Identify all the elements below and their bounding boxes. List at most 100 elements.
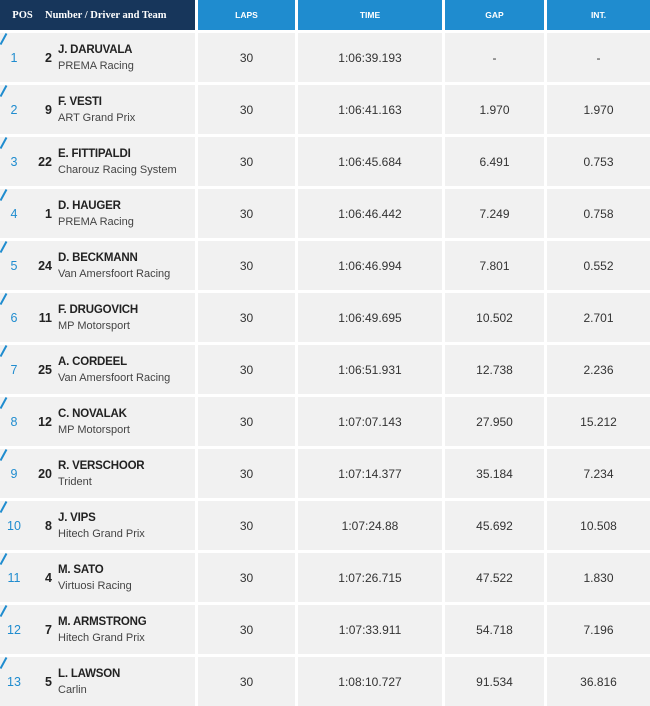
laps-value: 30 bbox=[198, 397, 295, 446]
table-row[interactable]: 13 5 L. LAWSON Carlin 30 1:08:10.727 91.… bbox=[0, 657, 650, 706]
table-row[interactable]: 3 22 E. FITTIPALDI Charouz Racing System… bbox=[0, 137, 650, 186]
row-marker-icon bbox=[0, 553, 8, 565]
header-int[interactable]: INT. bbox=[547, 0, 650, 30]
row-marker-icon bbox=[0, 605, 8, 617]
time-value: 1:06:51.931 bbox=[298, 345, 442, 394]
table-row[interactable]: 10 8 J. VIPS Hitech Grand Prix 30 1:07:2… bbox=[0, 501, 650, 550]
header-laps[interactable]: LAPS bbox=[198, 0, 295, 30]
time-value: 1:06:45.684 bbox=[298, 137, 442, 186]
car-number: 20 bbox=[38, 466, 52, 481]
car-number: 1 bbox=[45, 206, 52, 221]
time-value: 1:07:24.88 bbox=[298, 501, 442, 550]
team-name: Hitech Grand Prix bbox=[58, 527, 145, 540]
driver-cell: 6 11 F. DRUGOVICH MP Motorsport bbox=[0, 293, 195, 342]
table-row[interactable]: 2 9 F. VESTI ART Grand Prix 30 1:06:41.1… bbox=[0, 85, 650, 134]
driver-cell: 13 5 L. LAWSON Carlin bbox=[0, 657, 195, 706]
car-number: 9 bbox=[45, 102, 52, 117]
driver-cell: 7 25 A. CORDEEL Van Amersfoort Racing bbox=[0, 345, 195, 394]
header-driver-team: Number / Driver and Team bbox=[45, 9, 167, 21]
int-value: 2.236 bbox=[547, 345, 650, 394]
team-name: Hitech Grand Prix bbox=[58, 631, 145, 644]
laps-value: 30 bbox=[198, 501, 295, 550]
row-marker-icon bbox=[0, 33, 8, 45]
driver-name[interactable]: J. DARUVALA bbox=[58, 43, 133, 56]
position: 7 bbox=[10, 362, 18, 377]
driver-name[interactable]: E. FITTIPALDI bbox=[58, 147, 131, 160]
driver-name[interactable]: F. DRUGOVICH bbox=[58, 303, 139, 316]
car-number: 8 bbox=[45, 518, 52, 533]
position: 5 bbox=[10, 258, 18, 273]
driver-info: F. VESTI ART Grand Prix bbox=[58, 94, 135, 126]
car-number: 4 bbox=[45, 570, 52, 585]
laps-value: 30 bbox=[198, 657, 295, 706]
laps-value: 30 bbox=[198, 33, 295, 82]
driver-name[interactable]: J. VIPS bbox=[58, 511, 96, 524]
int-value: 2.701 bbox=[547, 293, 650, 342]
position: 1 bbox=[10, 50, 18, 65]
time-value: 1:06:39.193 bbox=[298, 33, 442, 82]
table-row[interactable]: 9 20 R. VERSCHOOR Trident 30 1:07:14.377… bbox=[0, 449, 650, 498]
driver-cell: 10 8 J. VIPS Hitech Grand Prix bbox=[0, 501, 195, 550]
header-time[interactable]: TIME bbox=[298, 0, 442, 30]
time-value: 1:06:41.163 bbox=[298, 85, 442, 134]
int-value: 0.753 bbox=[547, 137, 650, 186]
team-name: Trident bbox=[58, 475, 92, 488]
time-value: 1:07:26.715 bbox=[298, 553, 442, 602]
row-marker-icon bbox=[0, 85, 8, 97]
gap-value: 54.718 bbox=[445, 605, 544, 654]
gap-value: 91.534 bbox=[445, 657, 544, 706]
table-row[interactable]: 11 4 M. SATO Virtuosi Racing 30 1:07:26.… bbox=[0, 553, 650, 602]
row-marker-icon bbox=[0, 189, 8, 201]
gap-value: 12.738 bbox=[445, 345, 544, 394]
driver-cell: 8 12 C. NOVALAK MP Motorsport bbox=[0, 397, 195, 446]
driver-name[interactable]: R. VERSCHOOR bbox=[58, 459, 145, 472]
table-header: POS Number / Driver and Team LAPS TIME G… bbox=[0, 0, 650, 30]
table-row[interactable]: 8 12 C. NOVALAK MP Motorsport 30 1:07:07… bbox=[0, 397, 650, 446]
laps-value: 30 bbox=[198, 241, 295, 290]
driver-info: D. HAUGER PREMA Racing bbox=[58, 198, 134, 230]
table-row[interactable]: 7 25 A. CORDEEL Van Amersfoort Racing 30… bbox=[0, 345, 650, 394]
team-name: Virtuosi Racing bbox=[58, 579, 132, 592]
driver-name[interactable]: M. SATO bbox=[58, 563, 104, 576]
position: 11 bbox=[7, 570, 21, 585]
int-value: 0.552 bbox=[547, 241, 650, 290]
table-row[interactable]: 5 24 D. BECKMANN Van Amersfoort Racing 3… bbox=[0, 241, 650, 290]
time-value: 1:07:07.143 bbox=[298, 397, 442, 446]
int-value: 0.758 bbox=[547, 189, 650, 238]
team-name: PREMA Racing bbox=[58, 215, 134, 228]
car-number: 11 bbox=[38, 310, 52, 325]
driver-info: M. ARMSTRONG Hitech Grand Prix bbox=[58, 614, 147, 646]
table-row[interactable]: 4 1 D. HAUGER PREMA Racing 30 1:06:46.44… bbox=[0, 189, 650, 238]
car-number: 25 bbox=[38, 362, 52, 377]
position: 13 bbox=[7, 674, 21, 689]
time-value: 1:06:46.994 bbox=[298, 241, 442, 290]
driver-name[interactable]: D. HAUGER bbox=[58, 199, 121, 212]
table-row[interactable]: 6 11 F. DRUGOVICH MP Motorsport 30 1:06:… bbox=[0, 293, 650, 342]
laps-value: 30 bbox=[198, 85, 295, 134]
table-row[interactable]: 12 7 M. ARMSTRONG Hitech Grand Prix 30 1… bbox=[0, 605, 650, 654]
laps-value: 30 bbox=[198, 137, 295, 186]
driver-name[interactable]: M. ARMSTRONG bbox=[58, 615, 147, 628]
team-name: ART Grand Prix bbox=[58, 111, 136, 124]
int-value: 7.234 bbox=[547, 449, 650, 498]
driver-name[interactable]: L. LAWSON bbox=[58, 667, 121, 680]
laps-value: 30 bbox=[198, 189, 295, 238]
laps-value: 30 bbox=[198, 605, 295, 654]
driver-name[interactable]: F. VESTI bbox=[58, 95, 102, 108]
gap-value: 45.692 bbox=[445, 501, 544, 550]
row-marker-icon bbox=[0, 345, 8, 357]
driver-cell: 5 24 D. BECKMANN Van Amersfoort Racing bbox=[0, 241, 195, 290]
driver-name[interactable]: A. CORDEEL bbox=[58, 355, 127, 368]
gap-value: - bbox=[445, 33, 544, 82]
row-marker-icon bbox=[0, 137, 8, 149]
driver-name[interactable]: D. BECKMANN bbox=[58, 251, 138, 264]
driver-info: E. FITTIPALDI Charouz Racing System bbox=[58, 146, 177, 178]
position: 9 bbox=[10, 466, 18, 481]
gap-value: 10.502 bbox=[445, 293, 544, 342]
car-number: 12 bbox=[38, 414, 52, 429]
table-row[interactable]: 1 2 J. DARUVALA PREMA Racing 30 1:06:39.… bbox=[0, 33, 650, 82]
gap-value: 7.249 bbox=[445, 189, 544, 238]
driver-name[interactable]: C. NOVALAK bbox=[58, 407, 127, 420]
header-gap[interactable]: GAP bbox=[445, 0, 544, 30]
driver-cell: 12 7 M. ARMSTRONG Hitech Grand Prix bbox=[0, 605, 195, 654]
